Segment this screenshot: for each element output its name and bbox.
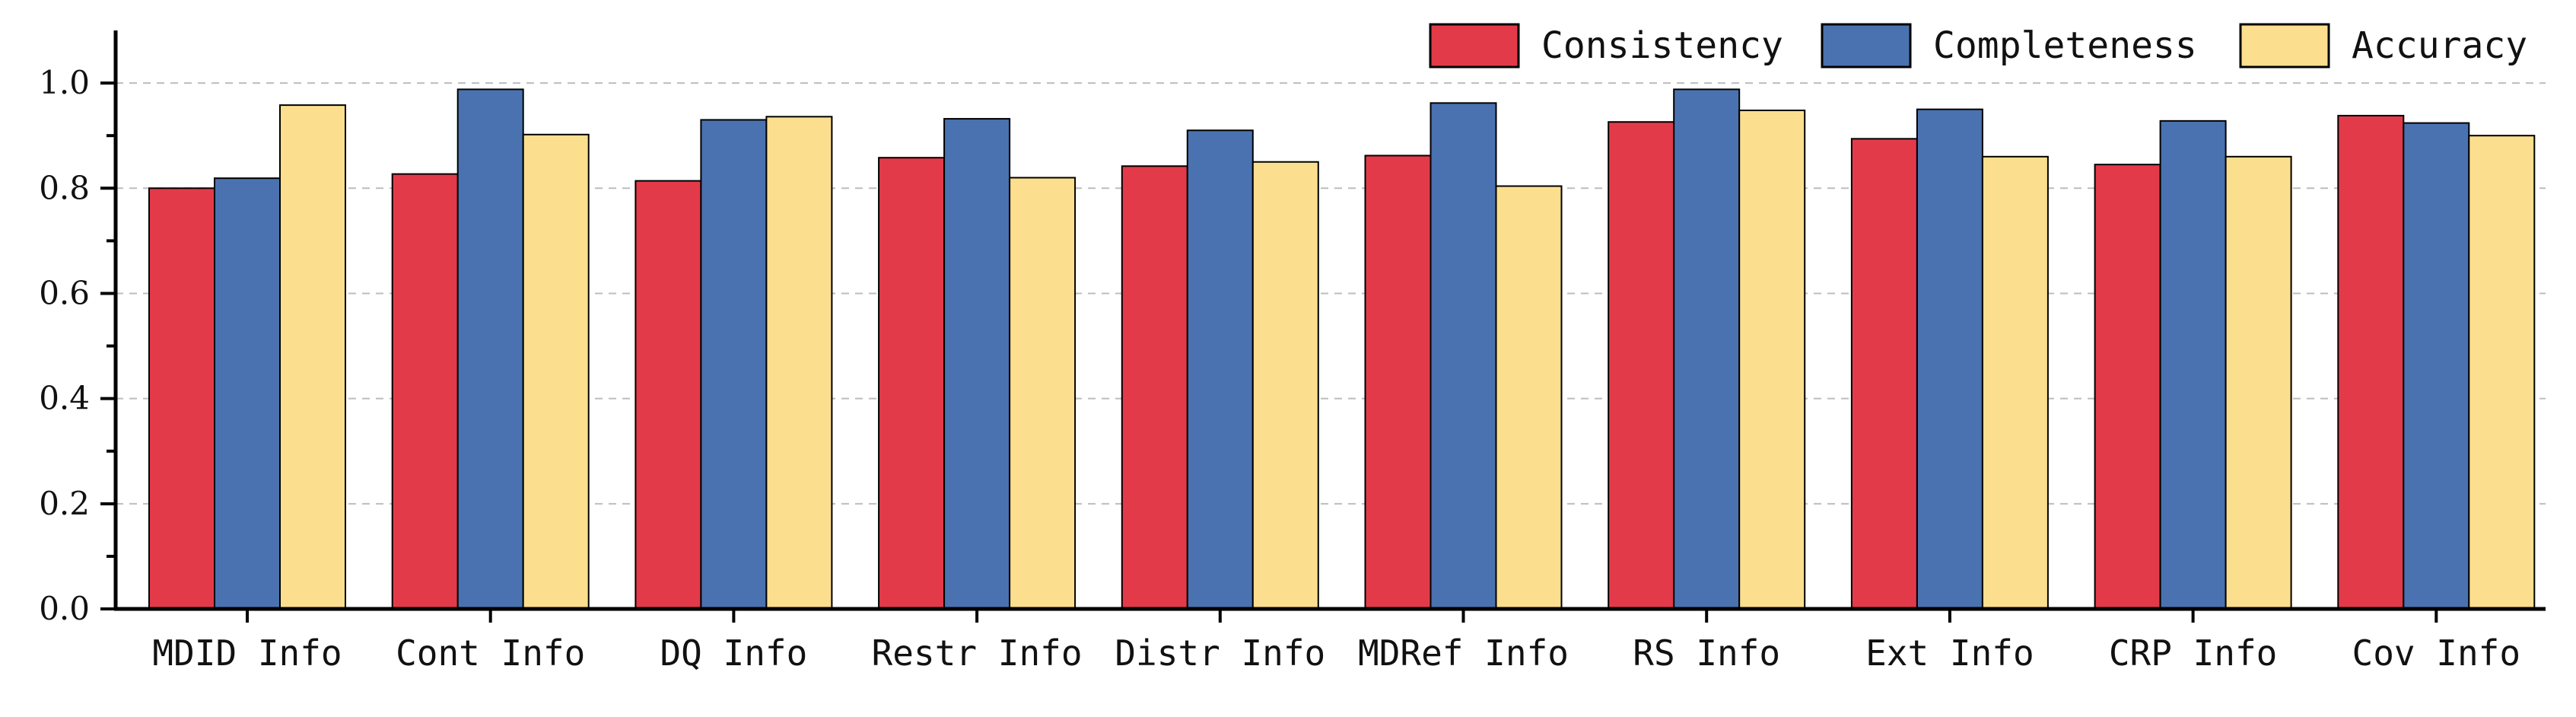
bar-mdid-info-consistency xyxy=(148,187,215,610)
y-tick-label: 0.4 xyxy=(39,380,90,417)
bar-distr-info-accuracy xyxy=(1251,161,1319,610)
bar-crp-info-consistency xyxy=(2094,164,2161,610)
bar-dq-info-accuracy xyxy=(765,116,833,610)
x-tick-label-cont-info: Cont Info xyxy=(396,633,585,674)
x-tick-label-mdref-info: MDRef Info xyxy=(1358,633,1569,674)
legend-label-consistency: Consistency xyxy=(1541,24,1783,67)
bar-rs-info-completeness xyxy=(1673,88,1741,610)
bar-restr-info-consistency xyxy=(878,157,946,610)
bar-dq-info-completeness xyxy=(700,119,768,610)
legend-label-accuracy: Accuracy xyxy=(2352,24,2527,67)
bar-crp-info-completeness xyxy=(2159,120,2227,610)
x-tick-label-restr-info: Restr Info xyxy=(872,633,1083,674)
bar-restr-info-accuracy xyxy=(1009,177,1077,610)
bar-mdid-info-accuracy xyxy=(279,104,346,610)
bar-crp-info-accuracy xyxy=(2225,155,2292,610)
legend-swatch-completeness xyxy=(1821,23,1912,69)
bar-cont-info-consistency xyxy=(391,173,459,610)
bar-cont-info-accuracy xyxy=(522,133,590,610)
legend-swatch-accuracy xyxy=(2239,23,2330,69)
y-tick-label: 0.2 xyxy=(39,485,90,522)
bar-cov-info-completeness xyxy=(2403,122,2470,610)
bar-dq-info-consistency xyxy=(634,180,702,610)
bar-mdid-info-completeness xyxy=(214,177,281,610)
x-tick-label-rs-info: RS Info xyxy=(1633,633,1780,674)
bar-cov-info-consistency xyxy=(2337,114,2405,610)
y-tick-label: 0.0 xyxy=(39,590,90,627)
axes: 0.0 0.2 0.4 0.6 0.8 1.0 MDID Info Cont Info DQ I… xyxy=(39,30,2546,674)
legend-swatch-consistency xyxy=(1429,23,1520,69)
x-tick-label-cov-info: Cov Info xyxy=(2352,633,2521,674)
y-tick-label: 1.0 xyxy=(39,64,90,101)
legend-label-completeness: Completeness xyxy=(1933,24,2197,67)
x-tick-label-crp-info: CRP Info xyxy=(2109,633,2278,674)
bar-ext-info-consistency xyxy=(1850,138,1918,610)
bars xyxy=(148,88,2536,610)
bar-rs-info-consistency xyxy=(1608,121,1675,610)
x-tick-label-distr-info: Distr Info xyxy=(1115,633,1325,674)
bar-distr-info-completeness xyxy=(1186,129,1254,610)
bar-cov-info-accuracy xyxy=(2468,135,2536,610)
bar-ext-info-accuracy xyxy=(1981,155,2049,610)
x-tick-label-mdid-info: MDID Info xyxy=(152,633,342,674)
bar-mdref-info-accuracy xyxy=(1495,185,1563,610)
y-tick-label: 0.8 xyxy=(39,169,90,206)
bar-distr-info-consistency xyxy=(1121,165,1188,610)
bar-rs-info-accuracy xyxy=(1738,110,1806,610)
bar-cont-info-completeness xyxy=(456,88,524,610)
bar-mdref-info-consistency xyxy=(1364,155,1432,610)
y-tick-label: 0.6 xyxy=(39,274,90,311)
legend: Consistency Completeness Accuracy xyxy=(1429,23,2527,69)
x-tick-label-dq-info: DQ Info xyxy=(660,633,807,674)
x-tick-label-ext-info: Ext Info xyxy=(1865,633,2034,674)
bar-ext-info-completeness xyxy=(1916,108,1983,610)
bar-mdref-info-completeness xyxy=(1430,102,1497,610)
bar-restr-info-completeness xyxy=(943,118,1011,610)
